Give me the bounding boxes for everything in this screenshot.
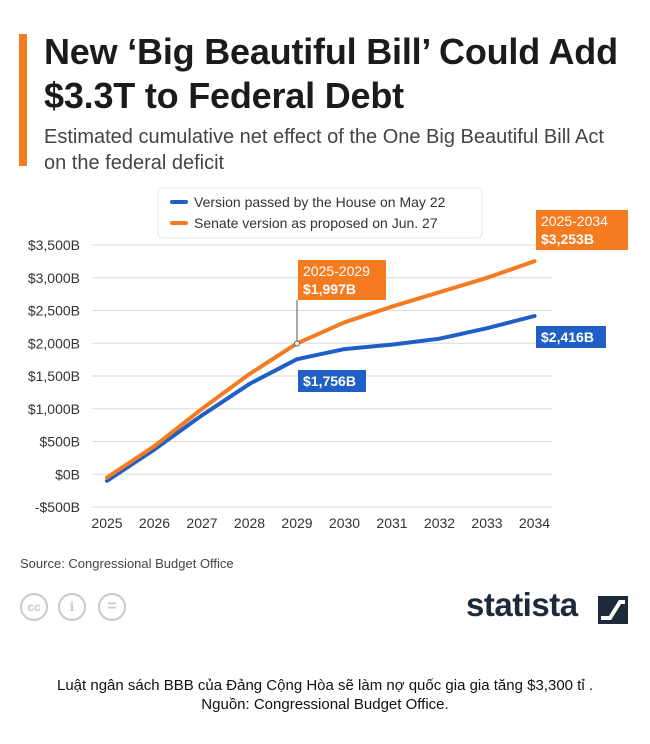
y-tick-label: $3,000B xyxy=(28,270,80,286)
annotation-value: $2,416B xyxy=(541,329,594,345)
data-point xyxy=(344,348,345,350)
series-lines xyxy=(105,259,537,483)
data-point xyxy=(154,448,155,450)
caption-line-1: Luật ngân sách BBB của Đảng Cộng Hòa sẽ … xyxy=(56,677,594,694)
y-tick-label: $2,000B xyxy=(28,335,80,351)
data-point xyxy=(249,383,250,385)
data-point xyxy=(534,315,535,317)
house-2029-callout: $1,756B xyxy=(298,370,366,392)
data-point xyxy=(439,338,440,340)
cc-icon[interactable]: cc xyxy=(20,593,48,621)
y-tick-label: $3,500B xyxy=(28,237,80,253)
annotation-box xyxy=(298,260,386,300)
data-point xyxy=(344,321,345,323)
x-tick-label: 2031 xyxy=(376,515,407,531)
data-point xyxy=(439,291,440,293)
legend-box xyxy=(157,187,483,239)
x-tick-label: 2030 xyxy=(329,515,360,531)
infographic-card: New ‘Big Beautiful Bill’ Could Add $3.3T… xyxy=(19,31,628,624)
data-point xyxy=(201,414,203,416)
data-point xyxy=(296,358,298,360)
legend-label-senate: Senate version as proposed on Jun. 27 xyxy=(194,215,438,231)
statista-logo-text[interactable]: statista xyxy=(466,586,578,623)
data-point xyxy=(106,477,108,479)
house-series-line xyxy=(105,314,537,483)
y-tick-label: $1,000B xyxy=(28,401,80,417)
x-axis-labels: 2025 2026 2027 2028 2029 2030 2031 2032 2033 2034 xyxy=(91,515,550,531)
annotation-value: $3,253B xyxy=(541,231,594,247)
annotation-box xyxy=(536,326,606,348)
data-point xyxy=(486,327,488,329)
annotation-marker xyxy=(294,340,300,347)
annotation-value: $1,756B xyxy=(303,373,356,389)
x-tick-label: 2026 xyxy=(139,515,170,531)
senate-2029-callout: 2025-2029 $1,997B xyxy=(298,260,386,300)
page-subtitle: Estimated cumulative net effect of the O… xyxy=(44,126,604,174)
annotation-box xyxy=(298,370,366,392)
person-icon[interactable]: i xyxy=(58,593,86,621)
x-tick-label: 2034 xyxy=(519,515,550,531)
data-point xyxy=(534,260,535,262)
y-axis-labels: $3,500B $3,000B $2,500B $2,000B $1,500B $1,00… xyxy=(28,237,80,515)
x-tick-label: 2025 xyxy=(91,515,122,531)
data-point xyxy=(201,408,203,410)
data-point xyxy=(486,277,488,279)
x-tick-label: 2028 xyxy=(234,515,265,531)
y-tick-label: $0B xyxy=(55,466,80,482)
annotation-value: $1,997B xyxy=(303,281,356,297)
y-tick-label: $1,500B xyxy=(28,368,80,384)
data-point xyxy=(249,373,250,375)
statista-logo-icon xyxy=(598,596,628,624)
annotation-period: 2025-2034 xyxy=(541,213,608,229)
y-tick-label: $2,500B xyxy=(28,303,80,319)
y-tick-label: -$500B xyxy=(35,499,80,515)
senate-series-line xyxy=(105,259,537,480)
x-tick-label: 2033 xyxy=(471,515,502,531)
data-point xyxy=(154,445,155,447)
annotation-box xyxy=(536,210,628,250)
line-chart: $3,500B $3,000B $2,500B $2,000B $1,500B $1,00… xyxy=(28,187,628,531)
annotation-period: 2025-2029 xyxy=(303,263,370,279)
data-point xyxy=(391,306,393,308)
legend: Version passed by the House on May 22 Sen… xyxy=(157,187,483,239)
x-tick-label: 2029 xyxy=(281,515,312,531)
annotations: 2025-2029 $1,997B 2025-2034 $3,253B $1,756B $… xyxy=(294,210,628,392)
caption-line-2: Nguồn: Congressional Budget Office. xyxy=(201,696,449,713)
house-2034-callout: $2,416B xyxy=(536,326,606,348)
source-note: Source: Congressional Budget Office xyxy=(20,556,234,571)
image-caption: Luật ngân sách BBB của Đảng Cộng Hòa sẽ … xyxy=(0,676,650,714)
x-tick-label: 2027 xyxy=(186,515,217,531)
legend-label-house: Version passed by the House on May 22 xyxy=(194,194,446,210)
page-title: New ‘Big Beautiful Bill’ Could Add $3.3T… xyxy=(44,31,618,116)
equals-icon[interactable]: = xyxy=(98,593,126,621)
senate-2034-callout: 2025-2034 $3,253B xyxy=(536,210,628,250)
title-accent-bar xyxy=(19,34,27,166)
y-tick-label: $500B xyxy=(40,434,80,450)
data-point xyxy=(391,344,393,346)
x-tick-label: 2032 xyxy=(424,515,455,531)
data-point xyxy=(106,480,108,482)
